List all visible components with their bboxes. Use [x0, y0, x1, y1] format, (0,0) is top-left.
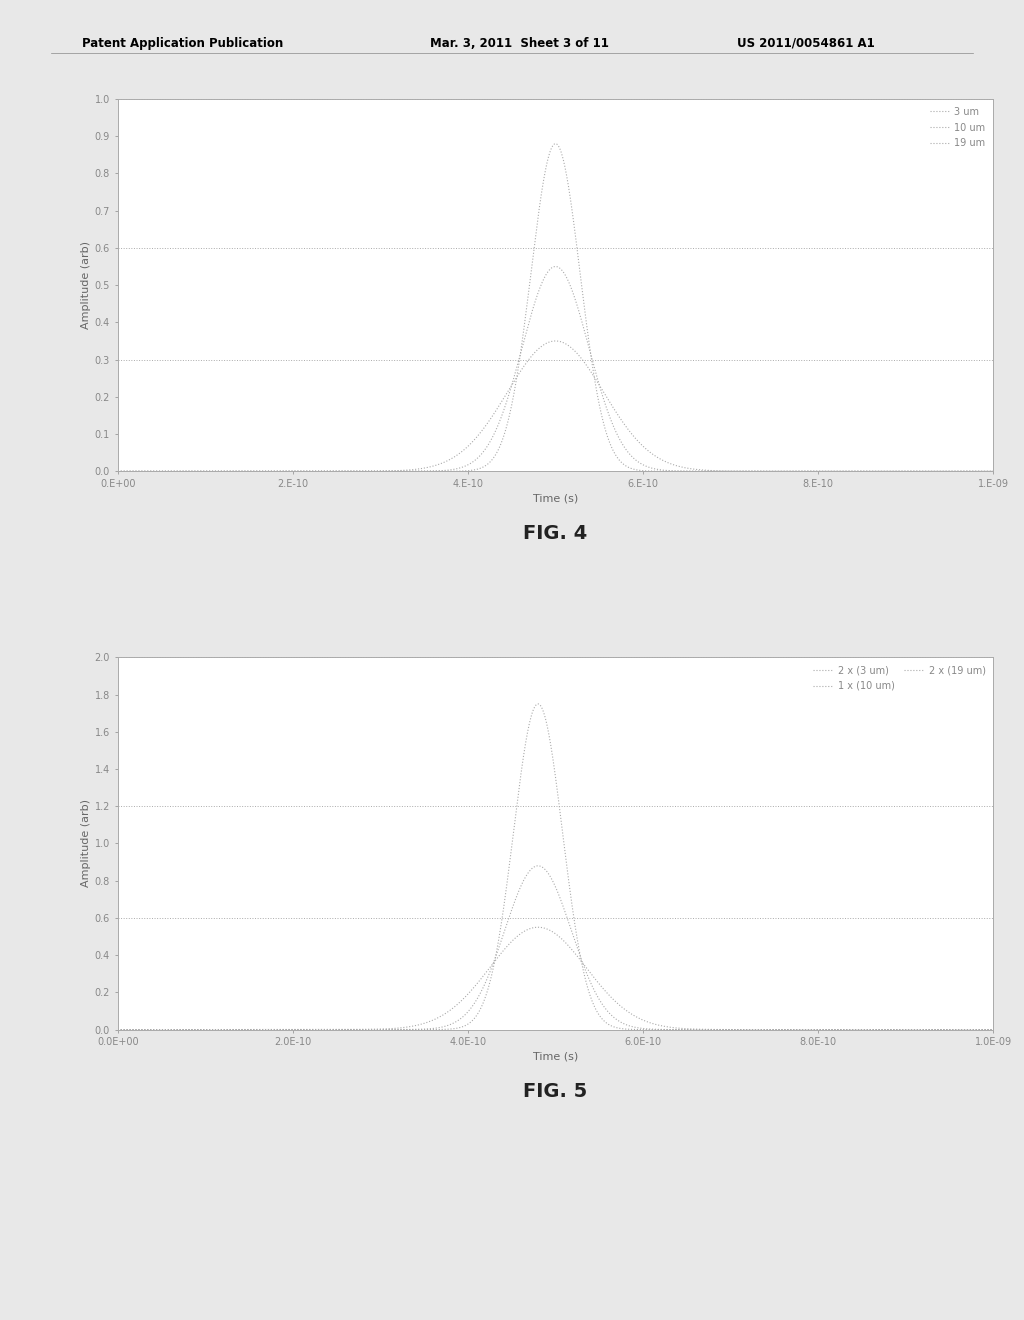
Legend: 2 x (3 um), 1 x (10 um), 2 x (19 um): 2 x (3 um), 1 x (10 um), 2 x (19 um): [810, 663, 988, 694]
1 x (10 um): [668, 1022, 680, 1038]
Line: 3 um: 3 um: [118, 144, 993, 471]
Text: FIG. 5: FIG. 5: [523, 1082, 588, 1101]
1 x (10 um): [987, 1022, 999, 1038]
1 x (10 um): [808, 1022, 820, 1038]
2 x (3 um): [808, 1022, 820, 1038]
1 x (10 um): [630, 1019, 642, 1035]
Text: Mar. 3, 2011  Sheet 3 of 11: Mar. 3, 2011 Sheet 3 of 11: [430, 37, 609, 50]
10 um: [549, 259, 561, 275]
19 um: [429, 458, 441, 474]
Text: Patent Application Publication: Patent Application Publication: [82, 37, 284, 50]
2 x (3 um): [668, 1022, 680, 1038]
3 um: [808, 463, 820, 479]
2 x (19 um): [808, 1022, 820, 1038]
2 x (3 um): [156, 1022, 168, 1038]
19 um: [761, 463, 773, 479]
19 um: [112, 463, 124, 479]
2 x (3 um): [112, 1022, 124, 1038]
3 um: [630, 462, 642, 478]
Y-axis label: Amplitude (arb): Amplitude (arb): [81, 242, 90, 329]
Line: 2 x (19 um): 2 x (19 um): [118, 927, 993, 1030]
2 x (19 um): [630, 1008, 642, 1024]
2 x (19 um): [761, 1022, 773, 1038]
3 um: [429, 463, 441, 479]
1 x (10 um): [156, 1022, 168, 1038]
3 um: [987, 463, 999, 479]
10 um: [112, 463, 124, 479]
10 um: [761, 463, 773, 479]
10 um: [156, 463, 168, 479]
X-axis label: Time (s): Time (s): [532, 494, 579, 503]
19 um: [987, 463, 999, 479]
3 um: [549, 136, 561, 152]
2 x (19 um): [987, 1022, 999, 1038]
3 um: [112, 463, 124, 479]
3 um: [156, 463, 168, 479]
2 x (19 um): [429, 1011, 441, 1027]
Line: 1 x (10 um): 1 x (10 um): [118, 866, 993, 1030]
3 um: [761, 463, 773, 479]
1 x (10 um): [761, 1022, 773, 1038]
3 um: [668, 463, 680, 479]
2 x (3 um): [630, 1022, 642, 1038]
2 x (3 um): [987, 1022, 999, 1038]
Y-axis label: Amplitude (arb): Amplitude (arb): [81, 800, 90, 887]
2 x (3 um): [429, 1022, 441, 1038]
Legend: 3 um, 10 um, 19 um: 3 um, 10 um, 19 um: [927, 104, 988, 152]
10 um: [630, 453, 642, 469]
Line: 2 x (3 um): 2 x (3 um): [118, 704, 993, 1030]
10 um: [668, 463, 680, 479]
10 um: [808, 463, 820, 479]
2 x (19 um): [668, 1020, 680, 1036]
Text: FIG. 4: FIG. 4: [523, 524, 588, 543]
2 x (19 um): [156, 1022, 168, 1038]
19 um: [630, 432, 642, 447]
10 um: [429, 463, 441, 479]
1 x (10 um): [112, 1022, 124, 1038]
2 x (19 um): [531, 919, 544, 935]
X-axis label: Time (s): Time (s): [532, 1052, 579, 1061]
Line: 10 um: 10 um: [118, 267, 993, 471]
2 x (19 um): [112, 1022, 124, 1038]
Text: US 2011/0054861 A1: US 2011/0054861 A1: [737, 37, 876, 50]
2 x (3 um): [761, 1022, 773, 1038]
19 um: [549, 333, 561, 348]
2 x (3 um): [531, 696, 544, 711]
10 um: [987, 463, 999, 479]
Line: 19 um: 19 um: [118, 341, 993, 471]
1 x (10 um): [531, 858, 544, 874]
19 um: [156, 463, 168, 479]
19 um: [668, 457, 680, 473]
19 um: [808, 463, 820, 479]
1 x (10 um): [429, 1020, 441, 1036]
